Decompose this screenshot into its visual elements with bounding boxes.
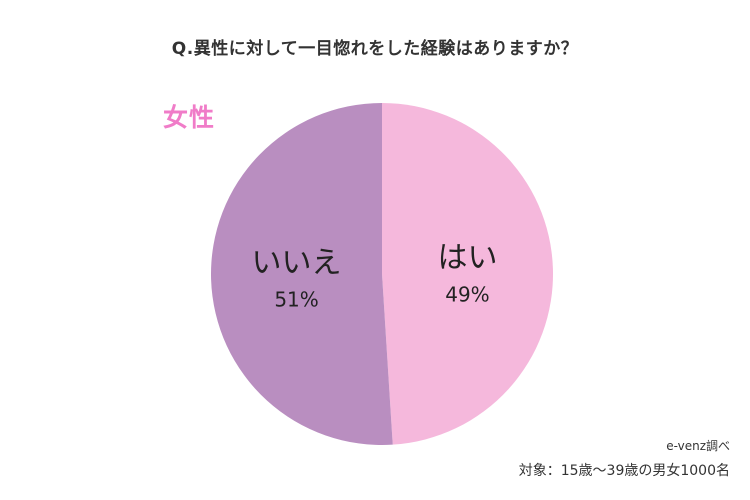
group-label: 女性 — [163, 103, 216, 132]
pie-slice-no — [210, 103, 393, 445]
chart-title: Q.異性に対して一目惚れをした経験はありますか？ — [171, 39, 579, 59]
source-credit: e-venz調べ — [666, 439, 730, 453]
slice-percent-yes: 49% — [445, 282, 489, 306]
slice-percent-no: 51% — [274, 288, 318, 312]
slice-label-no: いいえ — [252, 246, 342, 281]
survey-note: 対象：15歳〜39歳の男女1000名 — [518, 463, 730, 479]
slice-label-yes: はい — [437, 240, 497, 275]
pie-slice-yes — [382, 103, 553, 445]
